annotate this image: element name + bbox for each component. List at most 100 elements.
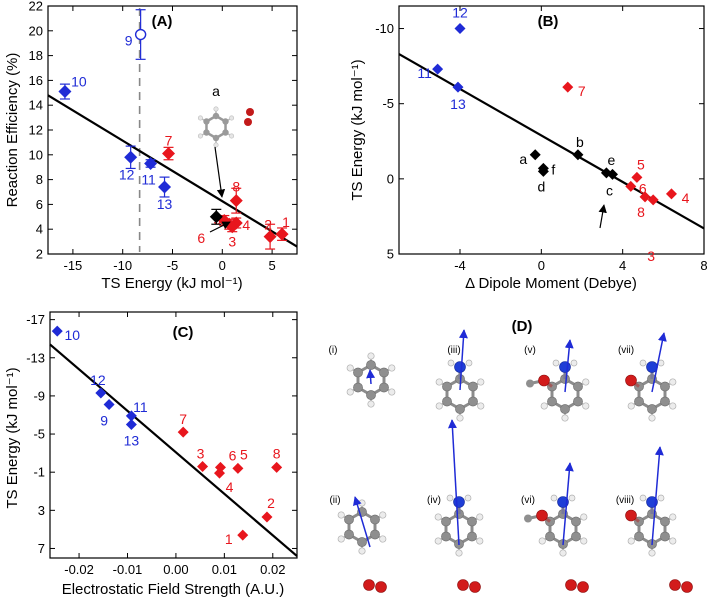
carbon-atom: [573, 396, 583, 407]
hydrogen-atom: [337, 535, 345, 543]
hydrogen-atom: [456, 414, 464, 422]
y-tick-label: -5: [382, 96, 394, 111]
oxygen-molecule-atom: [375, 581, 387, 593]
dipole-arrow: [651, 446, 664, 546]
data-point-label: d: [537, 178, 545, 194]
hydrogen-atom: [582, 378, 590, 386]
carbon-atom: [571, 516, 581, 527]
data-point-label: 12: [119, 166, 135, 182]
y-tick-label: 7: [38, 541, 45, 556]
data-point-label: 9: [100, 412, 108, 428]
y-tick-label: -9: [33, 388, 45, 403]
panel-c: (C) -17-13-9-5-137 -0.02 -0.01 0.00 0.01 0.0…: [4, 311, 298, 598]
panel-a-fit-line: [47, 94, 298, 248]
hydrogen-atom: [477, 378, 485, 386]
data-point-marker: [229, 194, 243, 208]
panel-a-label: (A): [152, 13, 173, 30]
carbon-atom: [547, 396, 557, 407]
carbon-atom: [634, 396, 644, 407]
x-tick-label: -15: [64, 258, 83, 273]
hydrogen-atom: [213, 142, 219, 148]
methyl-carbon-atom: [526, 379, 535, 388]
data-point-label: 9: [125, 33, 133, 49]
carbon-atom: [344, 529, 354, 540]
y-tick-label: 6: [36, 197, 43, 212]
data-point-label: 1: [225, 531, 233, 547]
hydrogen-atom: [346, 388, 354, 396]
hydrogen-atom: [657, 494, 665, 502]
panel-b: (B) 5 0 -5 -10 -4 0 4 8 12 11 13 7 a b df ec 5 6 8 3 4 Δ D…: [349, 5, 708, 292]
hydrogen-atom: [379, 535, 387, 543]
data-point-marker: [232, 462, 244, 474]
data-point-marker: [529, 149, 541, 161]
data-point-marker: [95, 387, 107, 399]
carbon-atom: [203, 129, 210, 136]
hydrogen-atom: [434, 513, 442, 521]
hydrogen-atom: [379, 511, 387, 519]
panel-a-benzene-icon: [197, 106, 235, 148]
hydrogen-atom: [346, 364, 354, 372]
x-tick-label: -0.02: [64, 562, 94, 577]
hydrogen-atom: [559, 549, 567, 557]
carbon-atom: [442, 396, 452, 407]
dipole-arrow: [458, 329, 468, 391]
y-tick-label: -13: [26, 350, 45, 365]
panel-a-oxygen-atom-1: [246, 108, 254, 116]
carbon-atom: [660, 396, 670, 407]
data-point-label: 4: [226, 479, 234, 495]
hydrogen-atom: [561, 414, 569, 422]
panel-a-x-axis-title: TS Energy (kJ mol⁻¹): [101, 275, 242, 292]
molecule-id-label: (i): [329, 345, 338, 356]
data-point-label: 3: [228, 234, 236, 250]
x-tick-label: 5: [268, 258, 275, 273]
hydrogen-atom: [197, 133, 203, 139]
dipole-arrow: [651, 332, 667, 393]
panel-b-fit-line: [398, 53, 705, 230]
x-tick-label: -10: [113, 258, 132, 273]
data-point-label: 4: [682, 190, 690, 206]
hydrogen-atom: [388, 364, 396, 372]
panel-c-y-axis-title: TS Energy (kJ mol⁻¹): [4, 367, 21, 508]
hydrogen-atom: [639, 494, 647, 502]
data-point-marker: [647, 194, 659, 206]
carbon-atom: [647, 404, 657, 414]
data-point-label: 12: [90, 372, 106, 388]
data-point-label: 1: [282, 214, 290, 230]
carbon-atom: [467, 531, 477, 542]
carbon-atom: [634, 531, 644, 542]
carbon-atom: [379, 382, 389, 393]
carbon-atom: [370, 514, 380, 525]
oxygen-atom: [625, 374, 637, 387]
panel-b-label: (B): [538, 13, 559, 30]
data-point-marker: [263, 230, 277, 244]
panel-a-oxygen-atom-2: [244, 118, 252, 126]
hydrogen-atom: [648, 414, 656, 422]
data-point-label: 12: [452, 5, 468, 21]
hydrogen-atom: [465, 359, 473, 367]
carbon-atom: [441, 516, 451, 527]
hydrogen-atom: [464, 494, 472, 502]
carbon-atom: [344, 514, 354, 525]
panel-a-inset-label: a: [212, 83, 220, 99]
panel-b-x-ticks: -4 0 4 8: [454, 6, 708, 273]
y-tick-label: -10: [375, 21, 394, 36]
data-point-marker: [214, 467, 226, 479]
data-point-label: 5: [637, 156, 645, 172]
x-tick-label: 0.00: [163, 562, 188, 577]
hydrogen-atom: [550, 494, 558, 502]
hydrogen-atom: [446, 494, 454, 502]
data-point-marker: [537, 162, 549, 174]
hydrogen-atom: [455, 549, 463, 557]
data-point-label: c: [606, 182, 613, 198]
carbon-atom: [468, 381, 478, 392]
data-point-marker: [103, 398, 115, 410]
panel-a-arrow-a: [214, 146, 226, 198]
data-point-label: 11: [133, 399, 148, 415]
carbon-atom: [370, 529, 380, 540]
panel-b-frame: [398, 5, 705, 255]
hydrogen-atom: [669, 537, 677, 545]
y-tick-label: 22: [29, 0, 43, 14]
molecule-id-label: (iv): [427, 495, 441, 506]
hydrogen-atom: [568, 494, 576, 502]
